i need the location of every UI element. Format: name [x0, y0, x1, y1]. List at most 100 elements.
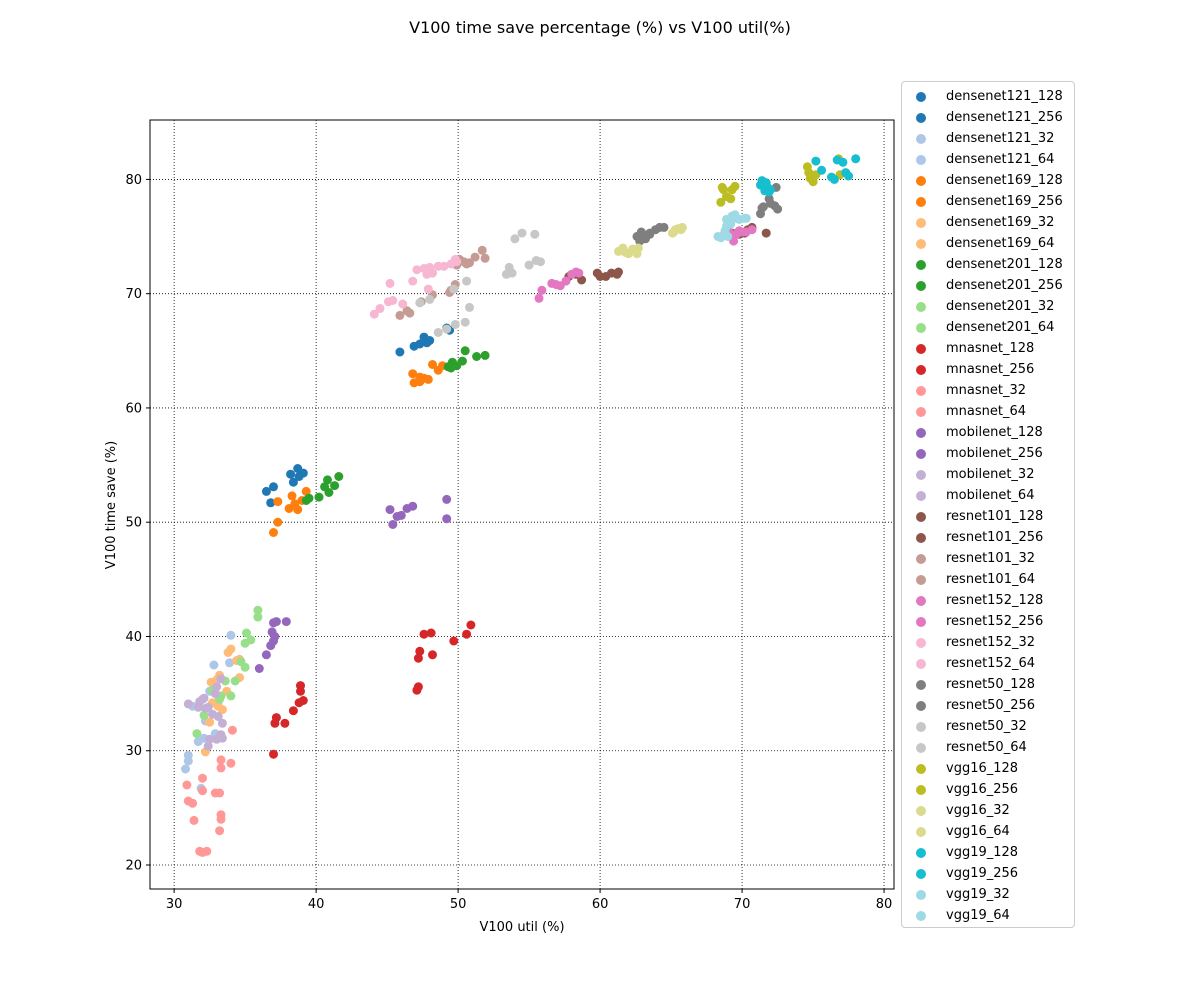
data-point	[205, 717, 215, 727]
data-point	[212, 682, 222, 692]
legend-item: resnet101_32	[902, 548, 1074, 569]
legend-item: mnasnet_32	[902, 380, 1074, 401]
legend-label: mobilenet_32	[946, 467, 1035, 482]
legend-item: densenet169_32	[902, 212, 1074, 233]
legend-marker	[916, 91, 926, 102]
legend-marker	[916, 637, 926, 648]
legend-marker	[916, 784, 926, 795]
data-point	[439, 261, 449, 271]
legend-item: densenet121_32	[902, 128, 1074, 149]
data-point	[199, 693, 209, 703]
data-point	[730, 181, 740, 191]
series-resnet50_256	[756, 182, 783, 219]
data-point	[480, 253, 490, 263]
data-point	[270, 632, 280, 641]
legend-label: vgg16_128	[946, 761, 1019, 776]
data-point	[517, 228, 527, 238]
legend-label: resnet152_32	[946, 635, 1036, 650]
legend-marker	[916, 658, 926, 669]
legend-marker	[916, 826, 926, 837]
data-point	[208, 709, 217, 719]
legend-label: resnet101_128	[946, 509, 1044, 524]
data-point	[183, 750, 193, 760]
data-point	[428, 650, 437, 660]
y-tick-label: 80	[125, 173, 142, 188]
data-point	[253, 612, 263, 622]
data-point	[462, 276, 472, 286]
legend-marker	[916, 364, 926, 375]
data-point	[423, 374, 433, 384]
data-point	[561, 276, 571, 286]
series-vgg16_32	[614, 243, 643, 259]
data-point	[192, 729, 202, 739]
legend-item: resnet50_256	[902, 695, 1074, 716]
legend-item: resnet101_256	[902, 527, 1074, 548]
legend-item: resnet152_256	[902, 611, 1074, 632]
legend-marker	[916, 763, 926, 774]
data-point	[851, 154, 861, 164]
data-point	[723, 218, 733, 228]
data-point	[636, 227, 646, 237]
data-point	[677, 222, 687, 232]
data-point	[240, 662, 250, 672]
legend-marker	[916, 553, 926, 564]
data-point	[425, 294, 435, 304]
data-point	[829, 174, 839, 184]
data-point	[415, 646, 425, 656]
data-point	[226, 644, 236, 654]
data-point	[388, 520, 398, 529]
data-point	[288, 477, 298, 487]
data-point	[723, 232, 733, 241]
data-point	[507, 268, 517, 278]
legend-item: mnasnet_64	[902, 401, 1074, 422]
data-point	[645, 229, 655, 239]
legend-marker	[916, 259, 926, 270]
legend-item: mobilenet_128	[902, 422, 1074, 443]
legend-marker	[916, 679, 926, 690]
data-point	[273, 497, 283, 507]
x-tick-label: 40	[308, 897, 325, 912]
data-point	[198, 773, 207, 783]
data-point	[269, 749, 278, 759]
data-point	[408, 501, 418, 511]
legend-label: densenet201_32	[946, 299, 1055, 314]
data-point	[198, 786, 207, 796]
data-point	[758, 179, 768, 189]
data-point	[385, 505, 395, 515]
data-point	[269, 618, 278, 628]
data-point	[203, 702, 213, 712]
legend-marker	[916, 238, 926, 249]
data-point	[323, 475, 332, 485]
legend-label: mobilenet_256	[946, 446, 1043, 461]
data-point	[422, 269, 432, 279]
data-point	[408, 369, 418, 379]
legend-marker	[916, 448, 926, 459]
data-point	[203, 741, 213, 751]
data-point	[209, 660, 219, 670]
data-point	[216, 730, 226, 740]
legend-label: resnet152_128	[946, 593, 1044, 608]
legend-item: vgg16_32	[902, 800, 1074, 821]
legend-item: densenet169_64	[902, 233, 1074, 254]
data-point	[210, 689, 220, 699]
series-vgg16_128	[716, 181, 740, 207]
legend-item: resnet152_32	[902, 632, 1074, 653]
legend-item: densenet121_256	[902, 107, 1074, 128]
data-point	[395, 347, 405, 357]
series-densenet121_128	[261, 464, 308, 508]
x-tick-label: 60	[592, 897, 609, 912]
data-point	[216, 814, 226, 824]
data-point	[405, 308, 415, 318]
data-point	[216, 674, 226, 684]
legend-item: resnet50_128	[902, 674, 1074, 695]
series-densenet201_64	[230, 605, 263, 686]
data-point	[301, 496, 311, 505]
legend-item: vgg16_256	[902, 779, 1074, 800]
data-point	[296, 686, 305, 696]
data-point	[266, 498, 276, 508]
legend-marker	[916, 112, 926, 123]
data-point	[226, 758, 236, 768]
data-point	[719, 185, 729, 195]
legend-label: resnet101_256	[946, 530, 1044, 545]
legend-item: resnet152_64	[902, 653, 1074, 674]
